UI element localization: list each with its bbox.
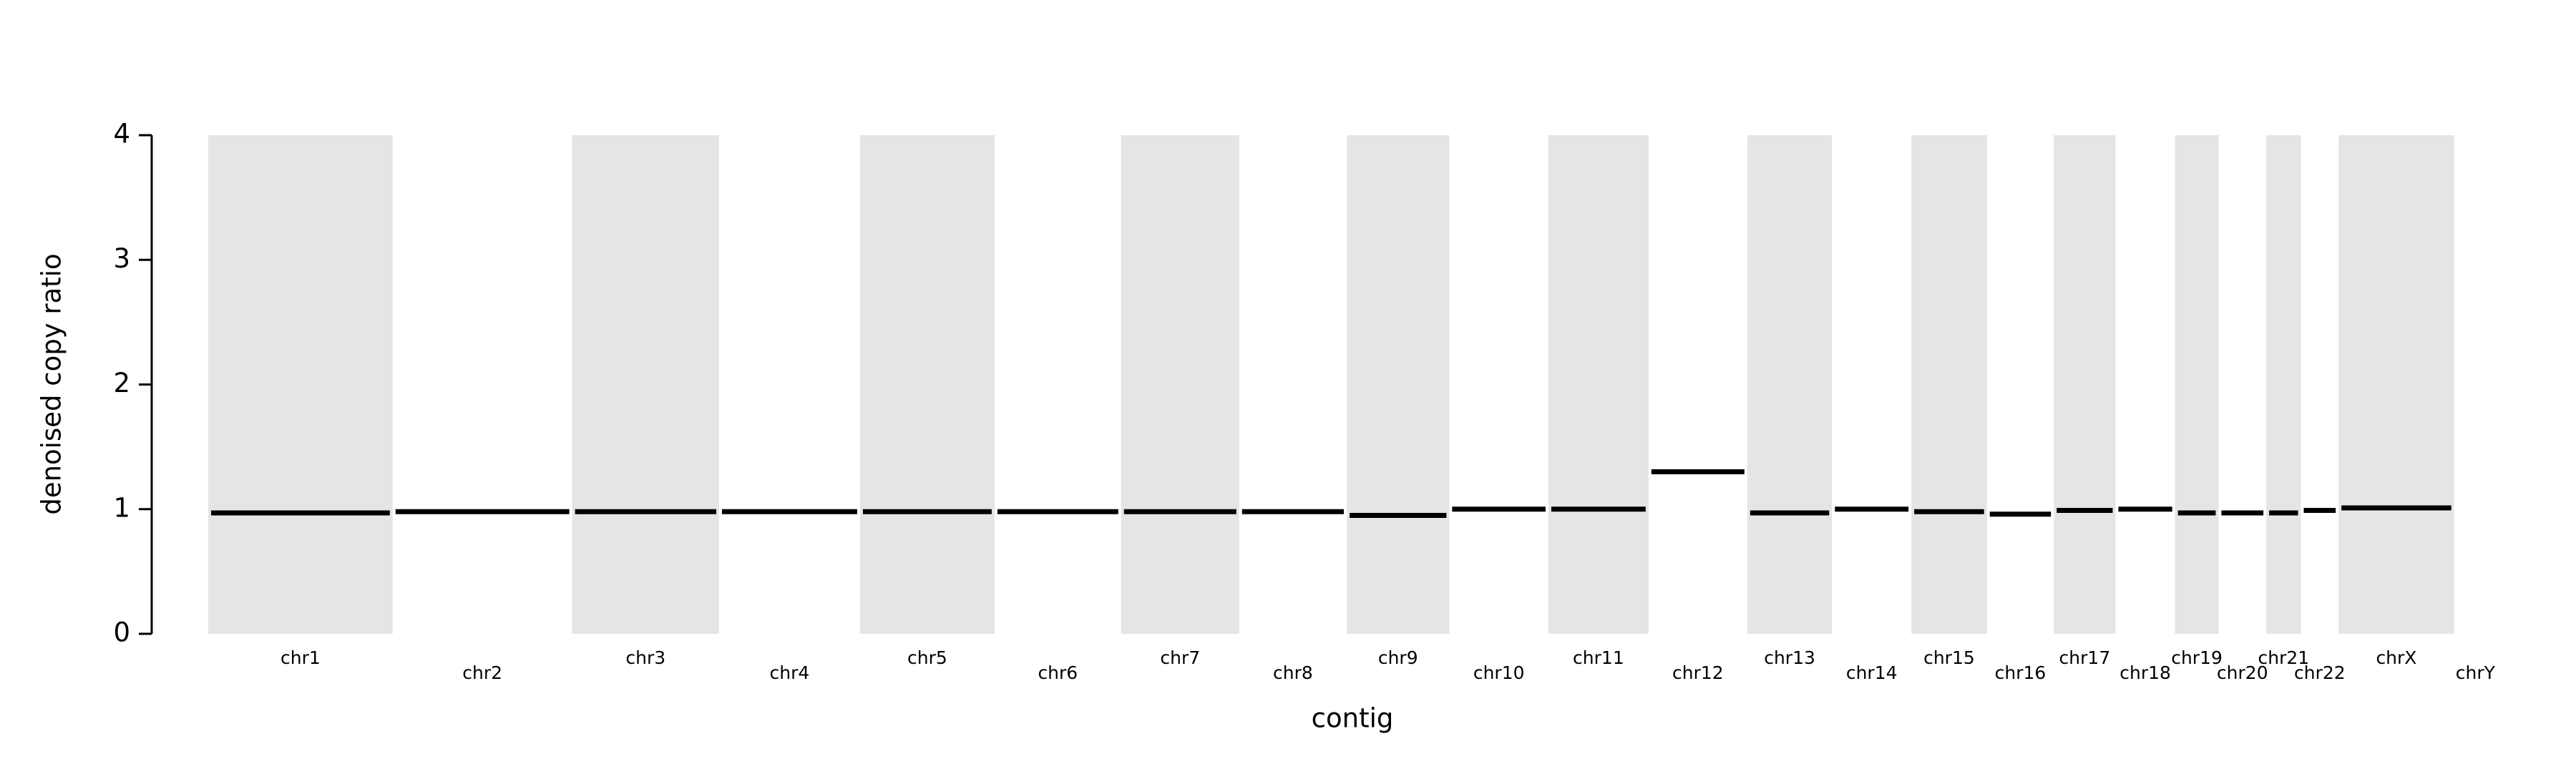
contig-band bbox=[208, 135, 393, 634]
x-tick-label: chr2 bbox=[462, 662, 502, 683]
contig-band bbox=[2266, 135, 2301, 634]
y-tick-label: 1 bbox=[113, 492, 130, 523]
x-tick-label: chr14 bbox=[1846, 662, 1898, 683]
x-tick-label: chr13 bbox=[1764, 647, 1815, 668]
x-tick-label: chr9 bbox=[1378, 647, 1418, 668]
x-tick-label: chr11 bbox=[1573, 647, 1624, 668]
x-tick-label: chr17 bbox=[2059, 647, 2111, 668]
x-tick-label: chr4 bbox=[770, 662, 810, 683]
y-tick-label: 4 bbox=[113, 119, 130, 150]
x-tick-label: chr8 bbox=[1273, 662, 1313, 683]
x-tick-label: chr12 bbox=[1672, 662, 1724, 683]
x-tick-label: chr20 bbox=[2217, 662, 2268, 683]
x-tick-label: chr1 bbox=[280, 647, 321, 668]
contig-band bbox=[1911, 135, 1987, 634]
x-tick-label: chr7 bbox=[1160, 647, 1200, 668]
contig-band bbox=[859, 135, 995, 634]
x-tick-label: chr16 bbox=[1995, 662, 2046, 683]
x-axis-label: contig bbox=[1312, 703, 1394, 734]
y-tick-label: 3 bbox=[113, 243, 130, 274]
y-tick-label: 2 bbox=[113, 368, 130, 398]
contig-band bbox=[2338, 135, 2454, 634]
contig-band bbox=[1548, 135, 1649, 634]
x-tick-label: chr19 bbox=[2171, 647, 2223, 668]
y-tick-label: 0 bbox=[113, 617, 130, 648]
x-tick-label: chr3 bbox=[625, 647, 665, 668]
contig-band bbox=[1121, 135, 1239, 634]
contig-band bbox=[1347, 135, 1450, 634]
contig-band bbox=[572, 135, 719, 634]
x-tick-label: chr18 bbox=[2119, 662, 2171, 683]
contig-band bbox=[2175, 135, 2219, 634]
x-tick-label: chrY bbox=[2456, 662, 2496, 683]
contig-band bbox=[1747, 135, 1833, 634]
x-tick-label: chr22 bbox=[2294, 662, 2346, 683]
y-axis-label: denoised copy ratio bbox=[36, 253, 67, 514]
x-tick-label: chr21 bbox=[2258, 647, 2309, 668]
x-tick-label: chrX bbox=[2376, 647, 2416, 668]
x-tick-label: chr6 bbox=[1038, 662, 1078, 683]
x-tick-label: chr5 bbox=[907, 647, 947, 668]
x-tick-label: chr15 bbox=[1923, 647, 1975, 668]
x-tick-label: chr10 bbox=[1473, 662, 1525, 683]
contig-band bbox=[2054, 135, 2116, 634]
